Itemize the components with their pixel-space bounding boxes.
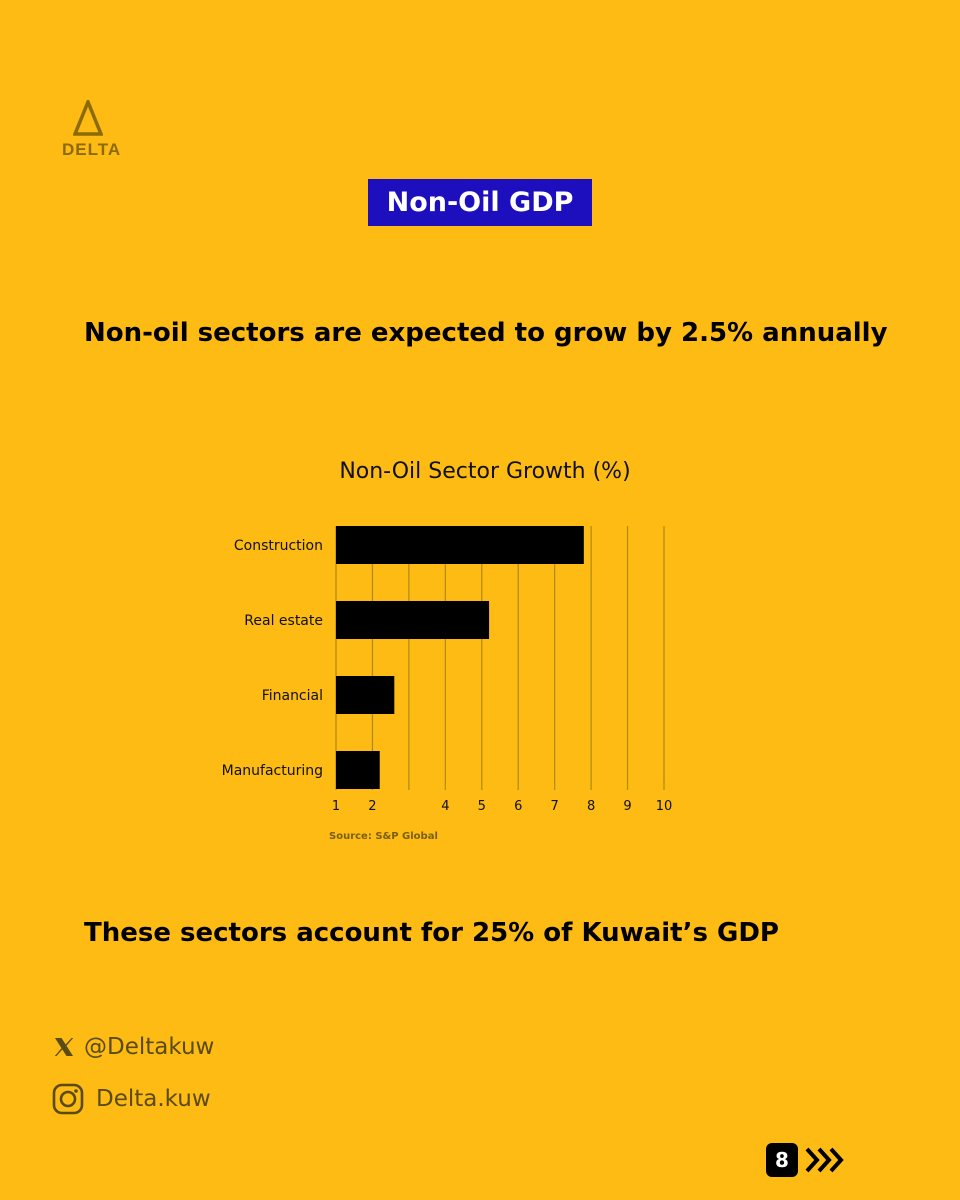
- tick-label: 1: [332, 799, 340, 814]
- instagram-icon: [52, 1083, 84, 1115]
- category-label: Construction: [234, 538, 323, 554]
- delta-triangle-icon: [73, 100, 103, 136]
- social-instagram[interactable]: Delta.kuw: [52, 1083, 211, 1115]
- social-x[interactable]: @Deltakuw: [52, 1034, 214, 1060]
- tick-label: 9: [623, 799, 631, 814]
- chart-source: Source: S&P Global: [329, 831, 438, 842]
- x-logo-icon: [54, 1038, 74, 1056]
- instagram-handle: Delta.kuw: [96, 1086, 211, 1112]
- category-label: Financial: [262, 688, 323, 704]
- next-arrows-icon[interactable]: [804, 1146, 846, 1174]
- tick-label: 7: [551, 799, 559, 814]
- bar: [336, 676, 395, 714]
- tick-label: 4: [441, 799, 449, 814]
- bar: [336, 751, 380, 789]
- sector-growth-chart: Non-Oil Sector Growth (%) Construction Rea…: [222, 459, 673, 842]
- tick-label: 2: [368, 799, 376, 814]
- bar: [336, 601, 490, 639]
- tick-label: 6: [514, 799, 522, 814]
- category-label: Real estate: [244, 613, 323, 629]
- category-label: Manufacturing: [222, 763, 323, 779]
- logo-text: DELTA: [62, 140, 122, 159]
- page-number: 8: [766, 1143, 798, 1177]
- tick-label: 5: [478, 799, 486, 814]
- chart-title: Non-Oil Sector Growth (%): [339, 459, 630, 484]
- footnote-text: These sectors account for 25% of Kuwait’…: [84, 918, 779, 948]
- x-handle: @Deltakuw: [84, 1034, 215, 1060]
- tick-label: 10: [656, 799, 673, 814]
- delta-logo: DELTA: [62, 100, 122, 160]
- headline-text: Non-oil sectors are expected to grow by …: [84, 318, 888, 348]
- page-title: Non-Oil GDP: [368, 179, 592, 226]
- tick-label: 8: [587, 799, 595, 814]
- bar: [336, 526, 584, 564]
